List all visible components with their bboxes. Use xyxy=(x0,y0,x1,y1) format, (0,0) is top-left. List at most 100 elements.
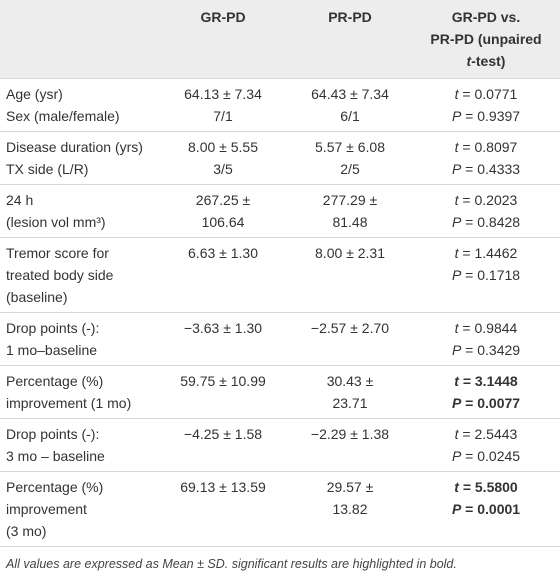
table-cell: 8.00 ± 2.31 xyxy=(288,237,412,313)
cell-line: improvement (1 mo) xyxy=(6,395,132,411)
data-table: GR-PD PR-PD GR-PD vs. PR-PD (unpaired t-test… xyxy=(0,0,560,546)
table-cell: t = 5.5800 P = 0.0001 xyxy=(412,471,560,546)
cell-line: 59.75 ± 10.99 xyxy=(180,373,266,389)
cell-line: treated body side xyxy=(6,267,114,283)
cell-line: Disease duration (yrs) xyxy=(6,139,143,155)
cell-line: PR-PD xyxy=(328,9,372,25)
table-cell: Disease duration (yrs) TX side (L/R) xyxy=(0,131,158,185)
cell-line: 29.57 ± xyxy=(326,479,374,495)
header-cell: PR-PD xyxy=(288,0,412,79)
table-row: Percentage (%) improvement (1 mo) 59.75 ± … xyxy=(0,365,560,419)
cell-line: −2.29 ± 1.38 xyxy=(310,426,390,442)
table-cell: t = 1.4462 P = 0.1718 xyxy=(412,237,560,313)
cell-line: t = 0.0771 xyxy=(454,86,518,102)
cell-line: P = 0.8428 xyxy=(451,214,521,230)
header-cell: GR-PD xyxy=(158,0,288,79)
cell-line: Drop points (-): xyxy=(6,320,100,336)
cell-line: Percentage (%) xyxy=(6,373,104,389)
table-cell: −3.63 ± 1.30 xyxy=(158,312,288,366)
table-cell: 8.00 ± 5.55 3/5 xyxy=(158,131,288,185)
cell-line: 69.13 ± 13.59 xyxy=(180,479,266,495)
cell-line: Age (ysr) xyxy=(6,86,63,102)
table-cell: t = 3.1448 P = 0.0077 xyxy=(412,365,560,419)
cell-line: t = 3.1448 xyxy=(454,373,518,389)
table-header: GR-PD PR-PD GR-PD vs. PR-PD (unpaired t-test… xyxy=(0,0,560,79)
table-cell: t = 0.0771 P = 0.9397 xyxy=(412,78,560,132)
cell-line: improvement xyxy=(6,501,87,517)
table-row: Age (ysr) Sex (male/female) 64.13 ± 7.34 7/… xyxy=(0,78,560,132)
cell-line: 2/5 xyxy=(340,161,360,177)
table-cell: 277.29 ± 81.48 xyxy=(288,184,412,238)
cell-line: 267.25 ± xyxy=(195,192,251,208)
cell-line: (baseline) xyxy=(6,289,68,305)
cell-line: t-test) xyxy=(466,53,506,69)
cell-line: TX side (L/R) xyxy=(6,161,89,177)
table-cell: Age (ysr) Sex (male/female) xyxy=(0,78,158,132)
cell-line: 81.48 xyxy=(332,214,368,230)
cell-line: (lesion vol mm³) xyxy=(6,214,106,230)
cell-line: −3.63 ± 1.30 xyxy=(183,320,263,336)
cell-line: 277.29 ± xyxy=(322,192,378,208)
table-row: Disease duration (yrs) TX side (L/R) 8.00 … xyxy=(0,131,560,185)
table-cell: 5.57 ± 6.08 2/5 xyxy=(288,131,412,185)
table-row: 24 h (lesion vol mm³) 267.25 ± 106.64 277.29… xyxy=(0,184,560,238)
cell-line: 5.57 ± 6.08 xyxy=(315,139,385,155)
cell-line: P = 0.9397 xyxy=(451,108,521,124)
table-cell: Tremor score for treated body side (baseli… xyxy=(0,237,158,313)
table-cell: t = 0.8097 P = 0.4333 xyxy=(412,131,560,185)
cell-line: 23.71 xyxy=(332,395,368,411)
table-cell: 267.25 ± 106.64 xyxy=(158,184,288,238)
table-row: Percentage (%) improvement (3 mo) 69.13 ± 1… xyxy=(0,471,560,546)
table-cell: Percentage (%) improvement (1 mo) xyxy=(0,365,158,419)
table-cell: −4.25 ± 1.58 xyxy=(158,418,288,472)
cell-line: 8.00 ± 2.31 xyxy=(315,245,385,261)
cell-line: 8.00 ± 5.55 xyxy=(188,139,258,155)
table-cell: −2.29 ± 1.38 xyxy=(288,418,412,472)
cell-line: P = 0.4333 xyxy=(451,161,521,177)
cell-line: 6.63 ± 1.30 xyxy=(188,245,258,261)
cell-line: 7/1 xyxy=(213,108,233,124)
table-cell: 64.13 ± 7.34 7/1 xyxy=(158,78,288,132)
cell-line: 64.43 ± 7.34 xyxy=(311,86,389,102)
table-cell: −2.57 ± 2.70 xyxy=(288,312,412,366)
table-cell: t = 0.2023 P = 0.8428 xyxy=(412,184,560,238)
table-cell: Drop points (-): 3 mo – baseline xyxy=(0,418,158,472)
cell-line: P = 0.3429 xyxy=(451,342,521,358)
table-cell: 24 h (lesion vol mm³) xyxy=(0,184,158,238)
cell-line: 106.64 xyxy=(201,214,245,230)
cell-line: Sex (male/female) xyxy=(6,108,120,124)
cell-line: Tremor score for xyxy=(6,245,109,261)
cell-line: t = 5.5800 xyxy=(454,479,518,495)
table-cell: 29.57 ± 13.82 xyxy=(288,471,412,546)
footnote: All values are expressed as Mean ± SD. s… xyxy=(0,546,560,571)
table-cell: Percentage (%) improvement (3 mo) xyxy=(0,471,158,546)
table-cell: t = 0.9844 P = 0.3429 xyxy=(412,312,560,366)
cell-line: t = 0.2023 xyxy=(454,192,518,208)
table-row: Drop points (-): 1 mo–baseline −3.63 ± 1.3… xyxy=(0,312,560,366)
table-cell: 30.43 ± 23.71 xyxy=(288,365,412,419)
cell-line: (3 mo) xyxy=(6,523,47,539)
cell-line: PR-PD (unpaired xyxy=(430,31,542,47)
cell-line: Drop points (-): xyxy=(6,426,100,442)
cell-line: 3 mo – baseline xyxy=(6,448,105,464)
cell-line: GR-PD xyxy=(200,9,246,25)
table-cell: 59.75 ± 10.99 xyxy=(158,365,288,419)
table-cell: Drop points (-): 1 mo–baseline xyxy=(0,312,158,366)
cell-line: 6/1 xyxy=(340,108,360,124)
cell-line: 1 mo–baseline xyxy=(6,342,98,358)
cell-line: P = 0.0001 xyxy=(451,501,521,517)
cell-line: P = 0.0245 xyxy=(451,448,521,464)
cell-line: −4.25 ± 1.58 xyxy=(183,426,263,442)
cell-line: 64.13 ± 7.34 xyxy=(184,86,262,102)
cell-line: GR-PD vs. xyxy=(451,9,521,25)
table-cell: t = 2.5443 P = 0.0245 xyxy=(412,418,560,472)
cell-line: t = 0.8097 xyxy=(454,139,518,155)
cell-line: −2.57 ± 2.70 xyxy=(310,320,390,336)
cell-line: 13.82 xyxy=(332,501,368,517)
cell-line: 24 h xyxy=(6,192,34,208)
cell-line: t = 0.9844 xyxy=(454,320,518,336)
cell-line: 30.43 ± xyxy=(326,373,374,389)
header-cell: GR-PD vs. PR-PD (unpaired t-test) xyxy=(412,0,560,79)
table-row: Tremor score for treated body side (baseli… xyxy=(0,237,560,313)
